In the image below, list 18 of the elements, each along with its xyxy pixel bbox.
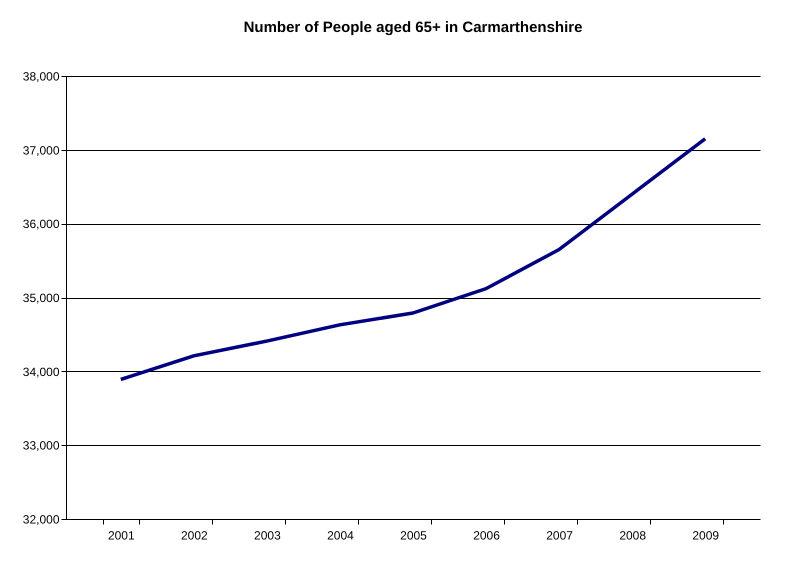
x-tick-label: 2003 — [254, 528, 282, 542]
y-tick-label: 32,000 — [22, 512, 60, 526]
x-tick-label: 2004 — [327, 528, 354, 542]
y-tick-label: 34,000 — [22, 364, 60, 379]
y-tick-label: 37,000 — [22, 143, 60, 158]
x-tick-label: 2008 — [619, 528, 646, 542]
line-series — [119, 137, 707, 382]
y-tick-label: 38,000 — [22, 70, 60, 84]
x-tick-label: 2007 — [546, 528, 574, 542]
x-tick-label: 2002 — [180, 528, 208, 542]
y-tick-label: 36,000 — [22, 217, 60, 232]
chart-title: Number of People aged 65+ in Carmarthenshire — [244, 19, 582, 36]
x-tick-label: 2005 — [400, 528, 428, 542]
x-tick-label: 2009 — [692, 528, 720, 542]
x-tick-label: 2001 — [108, 528, 135, 542]
y-tick-label: 35,000 — [22, 291, 60, 305]
x-tick-label: 2006 — [473, 528, 500, 542]
y-tick-label: 33,000 — [22, 438, 60, 453]
